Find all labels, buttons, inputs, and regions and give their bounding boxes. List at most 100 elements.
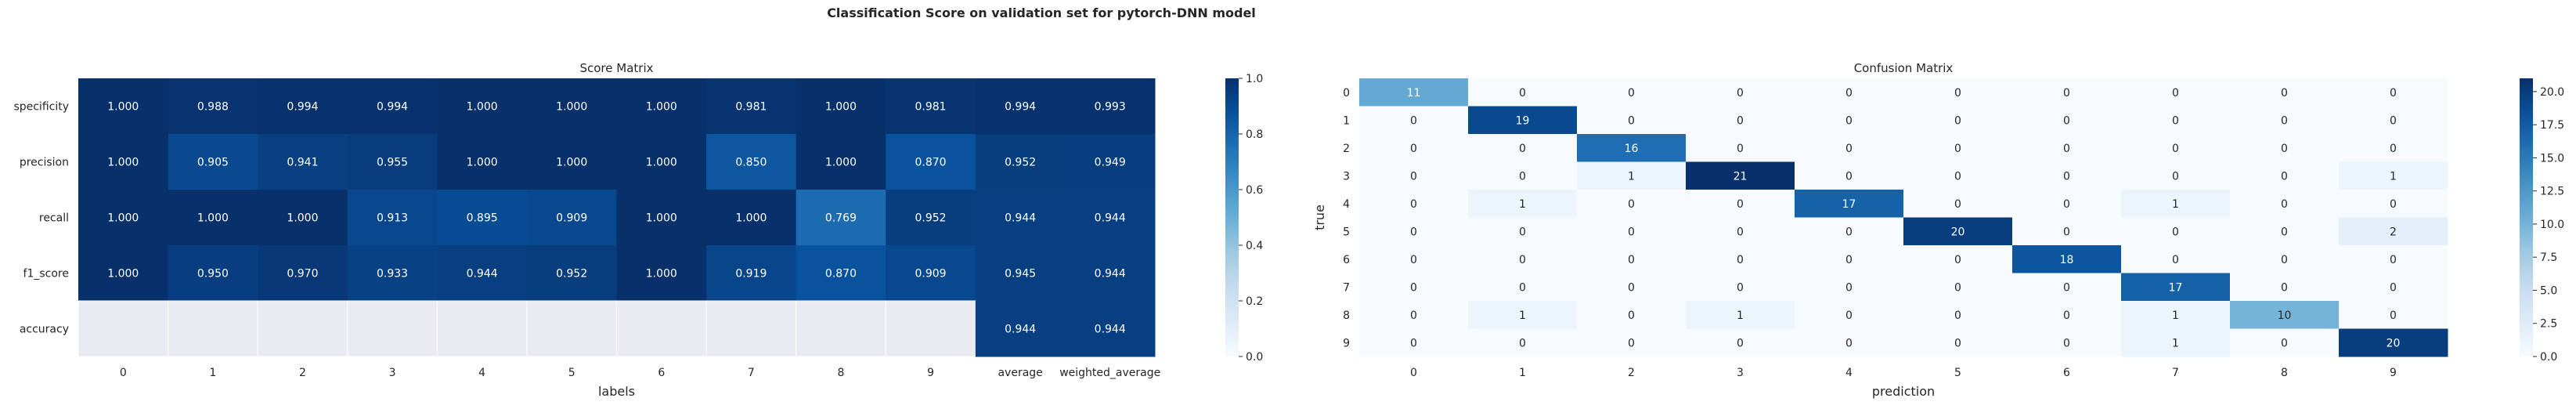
heatmap-cell [1359, 301, 1469, 329]
heatmap-cell [2121, 328, 2231, 357]
cell-value-label: 1 [1628, 170, 1635, 183]
heatmap-cell [1468, 78, 1578, 107]
heatmap-cell [2230, 328, 2340, 357]
cell-value-label: 0 [1954, 281, 1961, 294]
chart-title: Confusion Matrix [1854, 61, 1954, 75]
cell-value-label: 0 [2172, 170, 2179, 183]
heatmap-cell [78, 245, 169, 302]
heatmap-cell [1903, 106, 2013, 135]
cell-value-label: 1.000 [646, 268, 677, 281]
cell-value-label: 2 [2390, 226, 2397, 238]
heatmap-cell [526, 190, 617, 246]
cell-value-label: 1 [2172, 309, 2179, 322]
heatmap-cell-empty [526, 300, 618, 357]
y-tick-label: 0 [1343, 87, 1350, 100]
heatmap-cell [168, 78, 258, 135]
x-tick-label: 4 [1845, 367, 1853, 379]
heatmap-cell-empty [257, 300, 348, 357]
heatmap-cell [616, 134, 707, 190]
x-tick-label: 8 [2281, 367, 2288, 379]
heatmap-cell [2121, 190, 2231, 218]
cell-value-label: 0 [1410, 114, 1417, 127]
heatmap-cell [437, 245, 528, 302]
heatmap-cell [78, 190, 169, 246]
x-tick-label: 6 [658, 367, 665, 379]
x-tick-label: 7 [2172, 367, 2179, 379]
cell-value-label: 0.909 [556, 212, 587, 225]
heatmap-cell [1577, 328, 1687, 357]
heatmap-cell [886, 134, 976, 190]
heatmap-cell [2012, 190, 2122, 218]
heatmap-cell [1686, 217, 1795, 246]
y-tick-label: 2 [1343, 143, 1350, 155]
heatmap-cell [1065, 134, 1156, 190]
cell-value-label: 0 [2281, 170, 2288, 183]
cell-value-label: 0 [2281, 198, 2288, 211]
cell-value-label: 0 [1954, 337, 1961, 349]
x-tick-label: 8 [837, 367, 844, 379]
cell-value-label: 1 [2390, 170, 2397, 183]
colorbar-tick-label: 17.5 [2540, 119, 2564, 132]
cell-value-label: 0 [1737, 114, 1744, 127]
heatmap-cell [2012, 134, 2122, 162]
cell-value-label: 0 [2172, 254, 2179, 266]
cell-value-label: 0.949 [1095, 157, 1126, 169]
cell-value-label: 0 [1628, 281, 1635, 294]
x-tick-label: 7 [748, 367, 755, 379]
heatmap-cell [975, 245, 1066, 302]
cell-value-label: 0.944 [1095, 212, 1126, 225]
heatmap-cell [1577, 273, 1687, 302]
heatmap-cell [258, 190, 348, 246]
cell-value-label: 21 [1734, 170, 1748, 183]
heatmap-cell [1359, 245, 1469, 273]
heatmap-cell [796, 78, 886, 135]
x-axis-label: labels [598, 384, 635, 399]
cell-value-label: 0 [1737, 254, 1744, 266]
heatmap-cell [1468, 301, 1578, 329]
cell-value-label: 0 [1628, 198, 1635, 211]
colorbar-tick-label: 15.0 [2540, 152, 2564, 165]
cell-value-label: 11 [1407, 87, 1421, 100]
cell-value-label: 0.952 [1005, 157, 1036, 169]
heatmap-cell [1577, 78, 1687, 107]
heatmap-cell [975, 78, 1066, 135]
y-tick-label: accuracy [20, 324, 69, 336]
colorbar-tick-label: 10.0 [2540, 219, 2564, 231]
cell-value-label: 1.000 [556, 157, 587, 169]
heatmap-cell [437, 78, 528, 135]
cell-value-label: 0 [1737, 281, 1744, 294]
heatmap-cell [1359, 217, 1469, 246]
cell-value-label: 0 [2390, 309, 2397, 322]
x-tick-label: 5 [568, 367, 575, 379]
cell-value-label: 0 [2172, 87, 2179, 100]
heatmap-cell [2230, 273, 2340, 302]
chart-title: Score Matrix [579, 61, 653, 75]
heatmap-cell [2121, 134, 2231, 162]
heatmap-cell [1686, 245, 1795, 273]
heatmap-cell [347, 245, 438, 302]
cell-value-label: 1.000 [107, 157, 139, 169]
cell-value-label: 1.000 [287, 212, 318, 225]
cell-value-label: 0 [2390, 87, 2397, 100]
heatmap-cell [1359, 106, 1469, 135]
heatmap-cell [1577, 301, 1687, 329]
cell-value-label: 0 [1845, 226, 1853, 238]
cell-value-label: 10 [2278, 309, 2292, 322]
heatmap-cell [526, 134, 617, 190]
cell-value-label: 0.895 [467, 212, 498, 225]
cell-value-label: 1.000 [107, 101, 139, 114]
heatmap-cell [1795, 106, 1904, 135]
cell-value-label: 0 [1954, 143, 1961, 155]
heatmap-cell [1359, 134, 1469, 162]
cell-value-label: 1.000 [467, 101, 498, 114]
heatmap-cell [2121, 217, 2231, 246]
heatmap-cell [2339, 134, 2448, 162]
heatmap-cell [2230, 78, 2340, 107]
colorbar-tick-label: 0.8 [1246, 128, 1263, 141]
heatmap-cell [1065, 78, 1156, 135]
y-tick-label: 1 [1343, 114, 1350, 127]
cell-value-label: 0.944 [1005, 324, 1036, 336]
heatmap-cell [1903, 161, 2013, 190]
cell-value-label: 1.000 [825, 157, 857, 169]
